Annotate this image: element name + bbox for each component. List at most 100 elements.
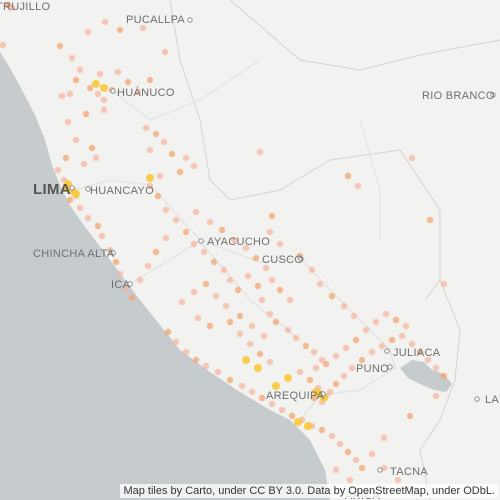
- hot-point: [294, 418, 302, 426]
- heat-point: [66, 90, 74, 98]
- city-label: PUCALLPA: [126, 14, 185, 26]
- heat-point: [76, 204, 84, 212]
- heat-point: [382, 310, 390, 318]
- heat-point: [432, 392, 440, 400]
- heat-point: [236, 312, 244, 320]
- city-label: TACNA: [390, 466, 428, 478]
- city-label: CUSCO: [262, 254, 303, 266]
- city-label: JULIACA: [393, 347, 441, 359]
- heat-point: [164, 328, 172, 336]
- heat-point: [82, 110, 90, 118]
- heat-point: [56, 42, 64, 50]
- heat-point: [266, 228, 274, 236]
- heat-point: [226, 376, 234, 384]
- city-marker: [85, 186, 91, 192]
- heat-point: [272, 318, 280, 326]
- heat-point: [146, 146, 154, 154]
- heat-point: [94, 222, 102, 230]
- heat-point: [258, 394, 266, 402]
- heat-point: [236, 330, 244, 338]
- heat-point: [302, 342, 310, 350]
- heat-point: [218, 226, 226, 234]
- heat-point: [246, 340, 254, 348]
- heat-point: [210, 258, 218, 266]
- heat-point: [192, 208, 200, 216]
- heat-point: [182, 348, 190, 356]
- city-marker: [490, 92, 496, 98]
- heat-point: [380, 434, 388, 442]
- heat-point: [192, 356, 200, 364]
- heat-point: [308, 266, 316, 274]
- heat-point: [62, 154, 70, 162]
- heat-point: [0, 41, 7, 49]
- heat-point: [116, 26, 124, 34]
- heat-point: [310, 394, 318, 402]
- city-label: HUANCAYO: [90, 185, 154, 197]
- heat-point: [139, 24, 147, 32]
- heat-point: [190, 288, 198, 296]
- heat-point: [326, 388, 334, 396]
- heat-point: [284, 326, 292, 334]
- heat-point: [426, 216, 434, 224]
- heat-point: [358, 356, 366, 364]
- heat-point: [226, 318, 234, 326]
- heat-point: [72, 76, 80, 84]
- heat-point: [86, 84, 94, 92]
- heat-point: [318, 426, 326, 434]
- heat-point: [394, 476, 402, 484]
- city-marker: [69, 185, 75, 191]
- heat-point: [156, 172, 164, 180]
- heat-point: [202, 362, 210, 370]
- heat-point: [278, 406, 286, 414]
- heat-point: [136, 276, 144, 284]
- heat-point: [152, 248, 160, 256]
- heat-point: [96, 70, 104, 78]
- heat-point: [440, 280, 448, 288]
- heat-point: [84, 214, 92, 222]
- heat-point: [286, 296, 294, 304]
- hot-point: [312, 388, 320, 396]
- map-attribution[interactable]: Map tiles by Carto, under CC BY 3.0. Dat…: [120, 484, 498, 498]
- heat-point: [296, 368, 304, 376]
- heat-point: [54, 166, 62, 174]
- heat-point: [392, 316, 400, 324]
- city-label: CHINCHA ALTA: [33, 248, 115, 260]
- heat-point: [182, 154, 190, 162]
- heat-point: [244, 272, 252, 280]
- heat-point: [116, 270, 124, 278]
- heat-point: [98, 232, 106, 240]
- heat-point: [368, 348, 376, 356]
- heat-point: [378, 342, 386, 350]
- heat-point: [124, 78, 132, 86]
- city-label: AREQUIPA: [266, 390, 325, 402]
- heat-point: [202, 280, 210, 288]
- hot-point: [72, 190, 80, 198]
- heat-point: [66, 196, 74, 204]
- heat-point: [344, 448, 352, 456]
- heat-point: [160, 138, 168, 146]
- heat-point: [220, 266, 228, 274]
- city-label: PUNO: [356, 363, 389, 375]
- hot-point: [254, 364, 262, 372]
- heat-point: [352, 336, 360, 344]
- city-label: HUÁNUCO: [117, 86, 175, 99]
- heat-point: [266, 358, 274, 366]
- heat-point: [362, 326, 370, 334]
- lake-titicaca: [400, 360, 452, 392]
- heat-point: [312, 364, 320, 372]
- heat-point: [100, 106, 108, 114]
- city-marker: [320, 391, 326, 397]
- heat-point: [142, 124, 150, 132]
- heat-point: [254, 282, 262, 290]
- heat-point: [226, 276, 234, 284]
- heat-point: [114, 68, 122, 76]
- heat-point: [276, 240, 284, 248]
- heat-point: [248, 388, 256, 396]
- heat-point: [340, 302, 348, 310]
- city-marker: [387, 364, 393, 370]
- heat-point: [346, 476, 354, 484]
- heat-point: [146, 76, 154, 84]
- heat-point: [424, 356, 432, 364]
- border-line: [419, 279, 461, 500]
